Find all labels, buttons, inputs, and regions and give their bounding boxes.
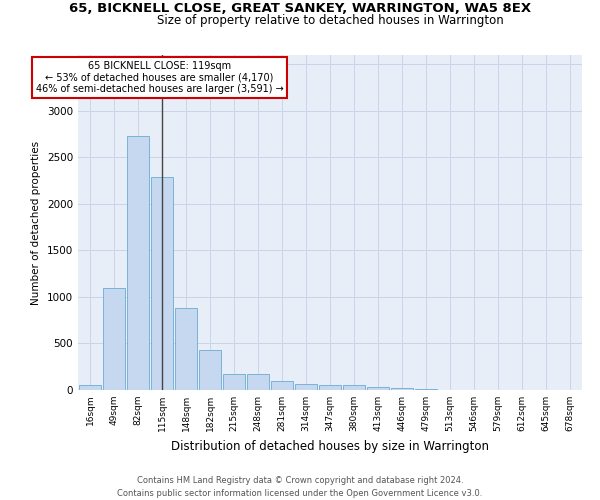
Text: Contains HM Land Registry data © Crown copyright and database right 2024.
Contai: Contains HM Land Registry data © Crown c… [118,476,482,498]
Bar [247,374,269,390]
Bar [319,385,341,390]
Bar [391,388,413,390]
Bar [271,381,293,390]
Title: Size of property relative to detached houses in Warrington: Size of property relative to detached ho… [157,14,503,28]
Bar [415,389,437,390]
Bar [79,386,101,390]
Text: 65 BICKNELL CLOSE: 119sqm
← 53% of detached houses are smaller (4,170)
46% of se: 65 BICKNELL CLOSE: 119sqm ← 53% of detac… [36,60,283,94]
Bar [295,384,317,390]
Bar [127,136,149,390]
X-axis label: Distribution of detached houses by size in Warrington: Distribution of detached houses by size … [171,440,489,452]
Bar [175,308,197,390]
Text: 65, BICKNELL CLOSE, GREAT SANKEY, WARRINGTON, WA5 8EX: 65, BICKNELL CLOSE, GREAT SANKEY, WARRIN… [69,2,531,16]
Bar [199,350,221,390]
Bar [103,288,125,390]
Bar [343,386,365,390]
Y-axis label: Number of detached properties: Number of detached properties [31,140,41,304]
Bar [367,387,389,390]
Bar [151,177,173,390]
Bar [223,374,245,390]
